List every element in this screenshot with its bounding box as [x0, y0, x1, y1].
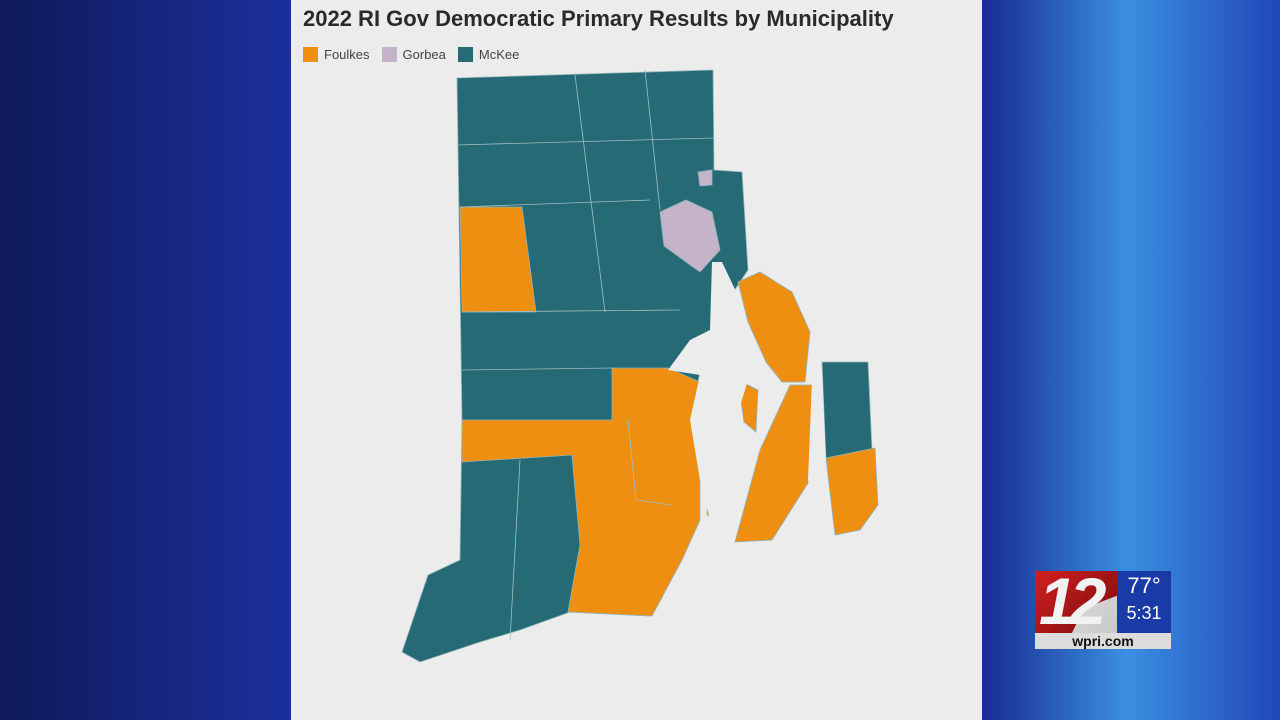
map-title: 2022 RI Gov Democratic Primary Results b… — [303, 6, 894, 31]
legend-item-gorbea: Gorbea — [381, 47, 446, 62]
legend-label: Foulkes — [324, 47, 370, 62]
legend-swatch — [381, 47, 397, 62]
legend-item-foulkes: Foulkes — [303, 47, 370, 62]
legend-swatch — [457, 47, 473, 62]
region-foulkes-eastbay — [737, 271, 811, 383]
legend-item-mckee: McKee — [457, 47, 520, 62]
legend-label: McKee — [478, 47, 520, 62]
clock-time: 5:31 — [1126, 603, 1162, 623]
wpri-12-logo: 12 — [1035, 571, 1117, 633]
region-foulkes-foster — [459, 206, 537, 313]
website-label: wpri.com — [1035, 633, 1171, 649]
region-foulkes-little-compton — [825, 447, 879, 536]
weather-time-box: 77° 5:31 — [1117, 571, 1171, 633]
region-gorbea-providence — [659, 199, 721, 273]
region-gorbea-central-falls — [697, 169, 713, 187]
legend: Foulkes Gorbea McKee — [303, 47, 519, 62]
temperature: 77° — [1127, 573, 1161, 598]
narragansett-bay — [668, 262, 826, 540]
region-mckee-tiverton — [821, 361, 873, 463]
station-bug: 12 77° 5:31 wpri.com — [1035, 571, 1171, 649]
municipal-boundaries — [456, 69, 714, 641]
legend-label: Gorbea — [402, 47, 446, 62]
legend-swatch — [303, 47, 318, 62]
